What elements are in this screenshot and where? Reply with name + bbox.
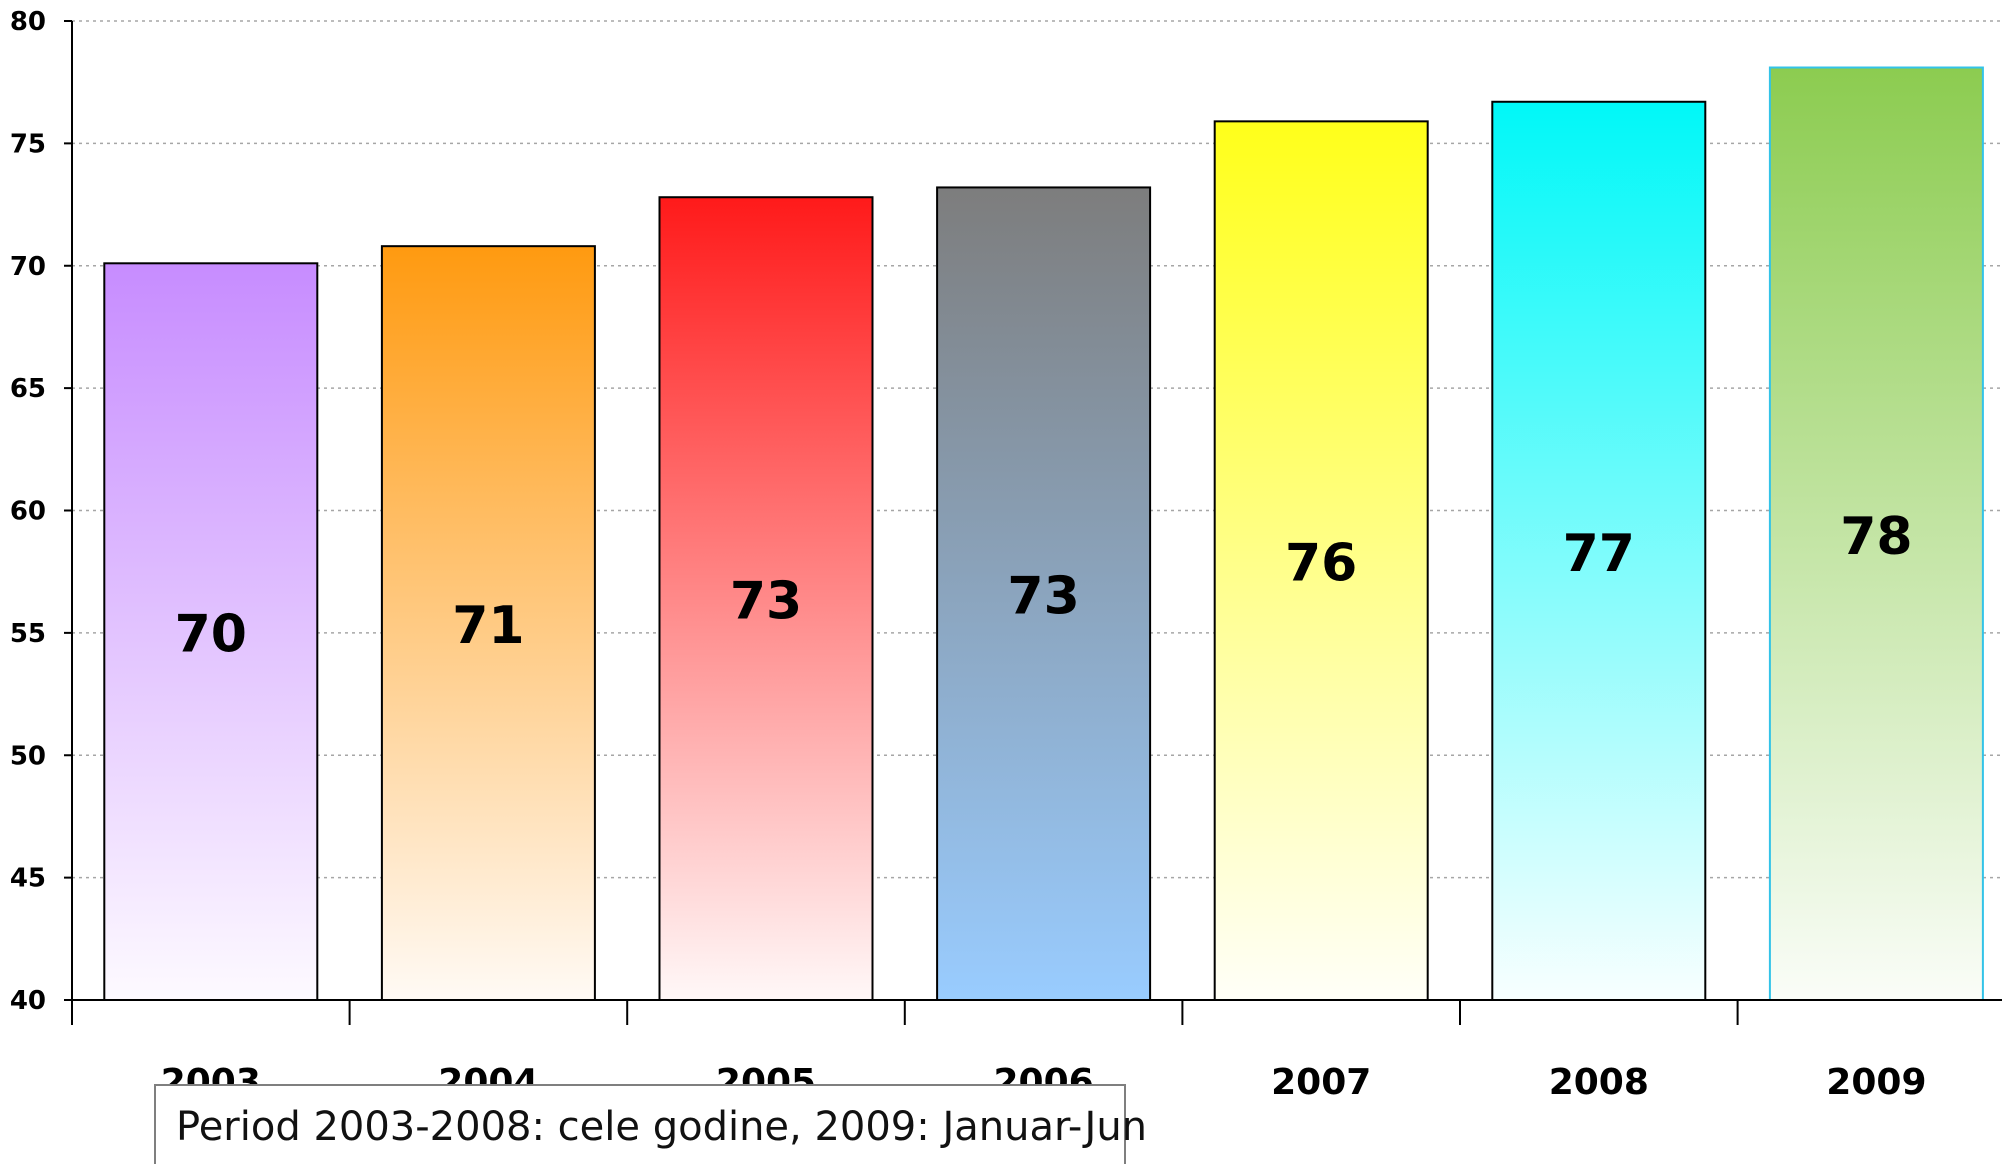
bar-2007 [1213, 120, 1429, 1002]
data-label: 73 [730, 572, 802, 632]
data-label: 76 [1285, 534, 1357, 594]
y-tick-label: 50 [10, 741, 46, 771]
data-label: 71 [452, 596, 524, 656]
y-tick-label: 70 [10, 252, 46, 282]
y-tick-label: 80 [10, 7, 46, 37]
y-tick-label: 75 [10, 129, 46, 159]
x-tick-label: 2007 [1271, 1062, 1371, 1103]
y-tick-label: 45 [10, 864, 46, 894]
bar-2003 [103, 262, 319, 1001]
bar-2009 [1768, 66, 1984, 1001]
bar-2005 [658, 196, 874, 1002]
bar-2004 [380, 245, 596, 1002]
x-tick-label: 2008 [1549, 1062, 1649, 1103]
bar-2008 [1491, 100, 1707, 1001]
labels: 4045505560657075807020037120047320057320… [10, 7, 1927, 1103]
x-tick-label: 2009 [1826, 1062, 1926, 1103]
data-label: 70 [175, 605, 247, 665]
y-tick-label: 40 [10, 986, 46, 1016]
y-tick-label: 65 [10, 374, 46, 404]
data-label: 78 [1840, 507, 1912, 567]
data-label: 73 [1007, 567, 1079, 627]
bars [103, 66, 1984, 1002]
data-label: 77 [1563, 524, 1635, 584]
axes [64, 20, 2002, 1025]
bar-2006 [936, 186, 1152, 1001]
period-note: Period 2003-2008: cele godine, 2009: Jan… [154, 1084, 1147, 1164]
y-tick-label: 55 [10, 619, 46, 649]
y-tick-label: 60 [10, 497, 46, 527]
